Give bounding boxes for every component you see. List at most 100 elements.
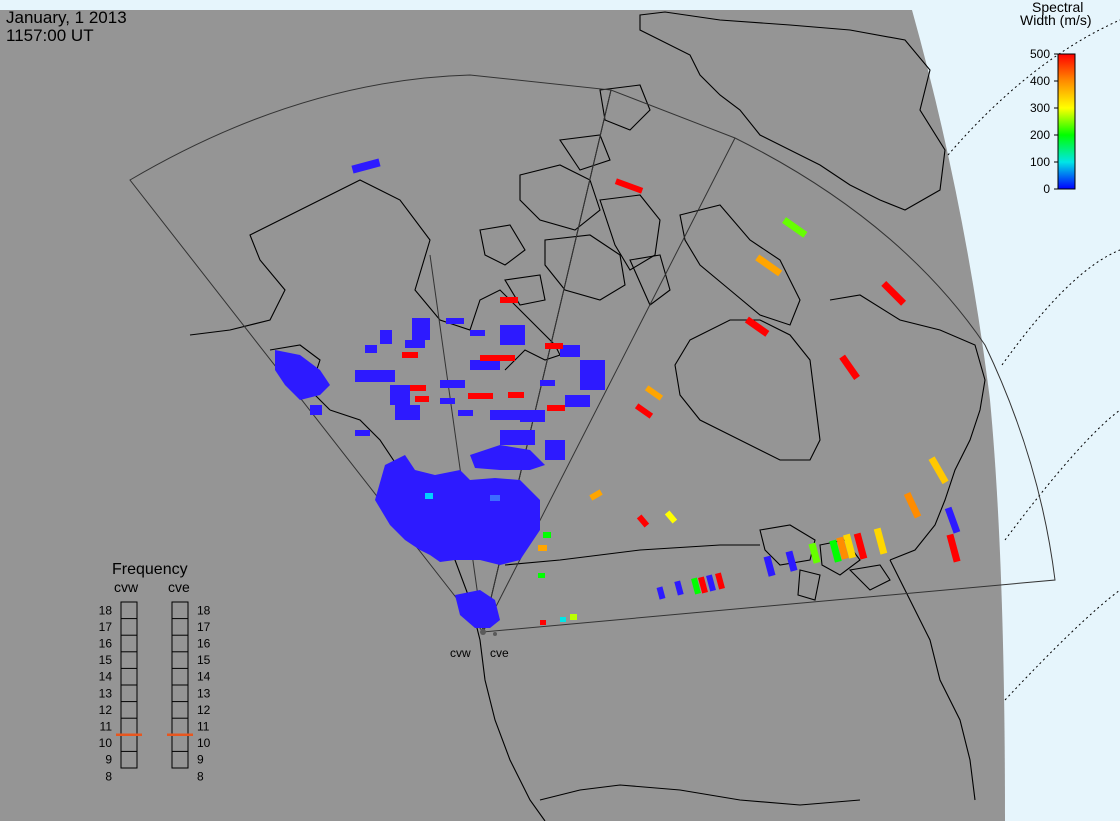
scatter-cell	[351, 158, 381, 174]
radar-label-cve: cve	[490, 646, 509, 660]
scatter-cell	[843, 533, 857, 559]
scatter-cell	[440, 398, 455, 404]
radar-fov	[129, 74, 1056, 634]
frequency-tick-label: 9	[197, 753, 204, 767]
scatter-cell	[545, 343, 563, 349]
colorbar-title: Spectral	[1032, 0, 1084, 15]
scatter-cell	[656, 586, 666, 600]
frequency-tick-label: 10	[197, 736, 211, 750]
colorbar-units: Width (m/s)	[1020, 12, 1092, 28]
colorbar-tick-label: 100	[1030, 155, 1050, 169]
colorbar-ticks	[1054, 53, 1058, 190]
scatter-cell	[540, 380, 555, 386]
scatter-cell	[829, 539, 842, 563]
scatter-cell	[500, 297, 518, 303]
scatter-cell	[412, 318, 430, 340]
scatter-cluster	[375, 455, 540, 565]
scatter-cell	[500, 325, 525, 345]
scatter-cell	[853, 532, 868, 560]
scatter-cell	[310, 405, 322, 415]
colorbar-tick-label: 400	[1030, 74, 1050, 88]
scatter-cell	[560, 617, 566, 622]
frequency-tick-label: 15	[99, 653, 113, 667]
scatter-cell	[402, 352, 418, 358]
scatter-cell	[614, 178, 644, 194]
frequency-tick-label: 8	[197, 769, 204, 783]
scatter-cell	[744, 316, 770, 337]
frequency-title: Frequency	[112, 561, 188, 578]
plot-date: January, 1 2013	[6, 8, 127, 27]
scatter-cell	[446, 318, 464, 324]
scatter-cell	[390, 385, 410, 405]
scatter-cell	[944, 506, 961, 534]
scatter-cell	[380, 330, 392, 344]
scatter-cell	[440, 380, 465, 388]
scatter-cell	[508, 392, 524, 398]
frequency-tick-label: 13	[99, 686, 113, 700]
frequency-tick-label: 17	[197, 620, 211, 634]
frequency-tick-label: 18	[197, 603, 211, 617]
scatter-cell	[490, 410, 520, 420]
scatter-cell	[355, 370, 395, 382]
frequency-tick-label: 14	[197, 670, 211, 684]
scatter-cell	[415, 396, 429, 402]
scatter-cell	[490, 495, 500, 501]
frequency-tick-label: 18	[99, 603, 113, 617]
scatter-cell	[565, 395, 590, 407]
radar-site-cvw	[480, 629, 486, 635]
scatter-cell	[458, 410, 473, 416]
scatter-cell	[470, 330, 485, 336]
scatter-cell	[543, 532, 551, 538]
scatter-cluster	[275, 350, 330, 400]
scatter-cell	[782, 217, 808, 238]
scatter-cell	[706, 574, 716, 592]
frequency-panel: 18 17 16 15 14 13 12 11 10 9 8 18 17 16 15 14 13 12 11 10 9…	[99, 601, 211, 783]
radar-label-cvw: cvw	[450, 646, 471, 660]
radar-site-cve	[493, 632, 497, 636]
frequency-tick-label: 15	[197, 653, 211, 667]
frequency-tick-label: 12	[197, 703, 211, 717]
scatter-cell	[365, 345, 377, 353]
scatter-cell	[664, 510, 678, 524]
scatter-cell	[480, 355, 515, 361]
scatter-cell	[836, 536, 849, 560]
frequency-tick-label: 11	[197, 720, 210, 734]
scatter-cell	[636, 514, 650, 528]
scatter-cell	[395, 405, 420, 420]
scatter-cluster	[455, 590, 500, 628]
scatter-cell	[545, 440, 565, 460]
colorbar-tick-label: 500	[1030, 47, 1050, 61]
colorbar-tick-label: 0	[1043, 182, 1050, 196]
colorbar	[1057, 53, 1076, 190]
scatter-cell	[570, 614, 577, 620]
scatter-cell	[425, 493, 433, 499]
latitude-circles	[947, 19, 1120, 701]
scatter-cell	[538, 573, 545, 578]
scatter-cell	[946, 533, 961, 563]
scatter-cell	[560, 345, 580, 357]
scatter-cell	[881, 280, 907, 306]
scatter-cell	[928, 456, 949, 485]
frequency-tick-label: 13	[197, 686, 211, 700]
scatter-cell	[763, 555, 776, 577]
scatter-cell	[785, 550, 798, 572]
frequency-tick-label: 16	[99, 637, 113, 651]
scatter-cell	[698, 576, 708, 594]
scatter-cell	[538, 545, 547, 551]
frequency-label-cvw: cvw	[114, 579, 139, 595]
frequency-tick-label: 11	[100, 720, 113, 734]
frequency-tick-label: 12	[99, 703, 113, 717]
scatter-cell	[839, 354, 860, 380]
frequency-tick-label: 8	[105, 769, 112, 783]
scatter-cell	[468, 393, 493, 399]
scatter-cell	[470, 360, 500, 370]
scatter-cell	[547, 405, 565, 411]
scatter-cell	[873, 527, 888, 555]
scatter-cell	[674, 580, 684, 596]
scatter-cell	[500, 430, 535, 445]
scatter-cell	[355, 430, 370, 436]
scatter-cell	[808, 542, 821, 564]
scatter-cell	[715, 572, 725, 590]
